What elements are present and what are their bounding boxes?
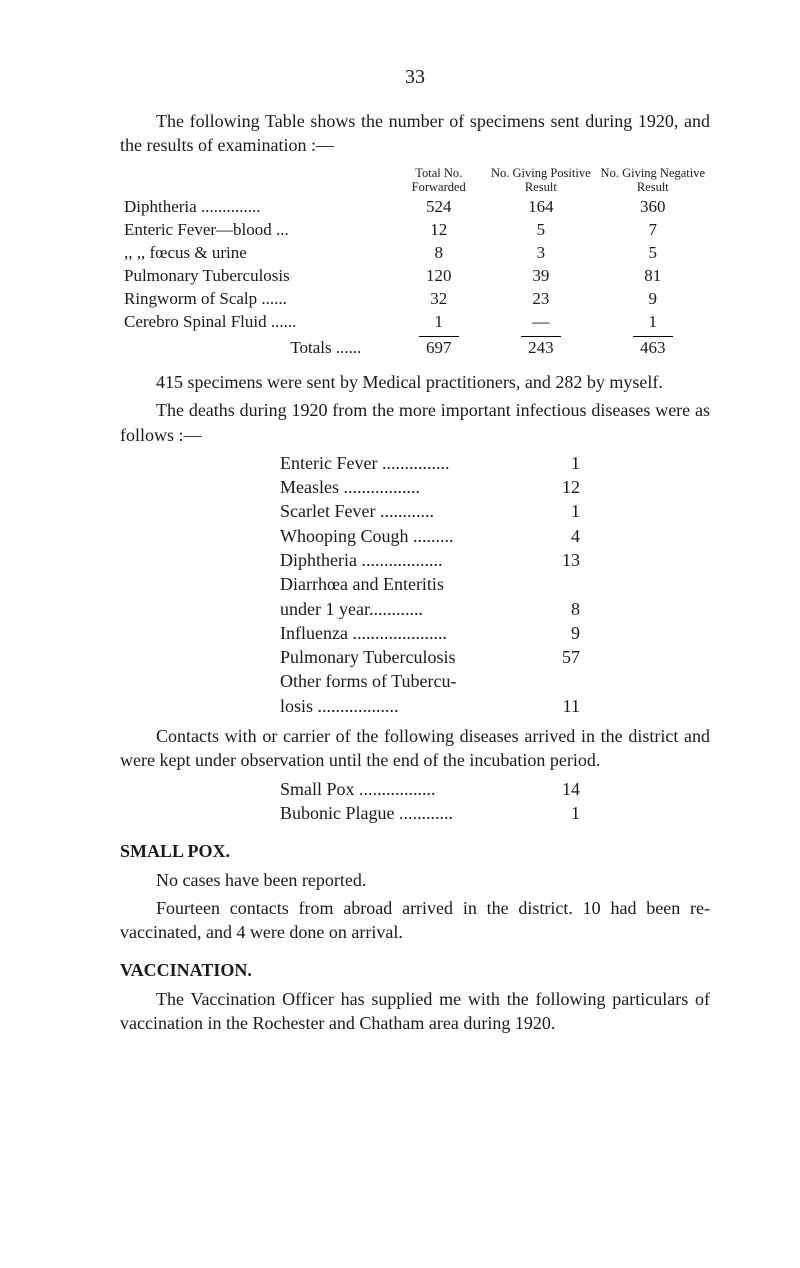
list-item: Diphtheria ..................13 bbox=[280, 548, 710, 572]
list-item: Pulmonary Tuberculosis57 bbox=[280, 645, 710, 669]
list-item: Other forms of Tubercu- bbox=[280, 669, 710, 693]
paragraph-415: 415 specimens were sent by Medical pract… bbox=[120, 370, 710, 394]
table-row: Enteric Fever—blood ... 12 5 7 bbox=[120, 219, 710, 242]
list-item: Enteric Fever ...............1 bbox=[280, 451, 710, 475]
paragraph-deaths: The deaths during 1920 from the more imp… bbox=[120, 398, 710, 447]
intro-paragraph: The following Table shows the number of … bbox=[120, 109, 710, 158]
table-row: Cerebro Spinal Fluid ...... 1 — 1 bbox=[120, 311, 710, 334]
table-row: Diphtheria .............. 524 164 360 bbox=[120, 196, 710, 219]
col-header: No. Giving Positive Result bbox=[486, 166, 596, 197]
table-header-row: Total No. Forwarded No. Giving Positive … bbox=[120, 166, 710, 197]
list-item: Small Pox .................14 bbox=[280, 777, 710, 801]
list-item: Diarrhœa and Enteritis bbox=[280, 572, 710, 596]
page-number: 33 bbox=[120, 64, 710, 91]
smallpox-heading: SMALL POX. bbox=[120, 839, 710, 863]
smallpox-p2: Fourteen contacts from abroad arrived in… bbox=[120, 896, 710, 945]
contact-list: Small Pox .................14 Bubonic Pl… bbox=[280, 777, 710, 826]
paragraph-contacts: Contacts with or carrier of the followin… bbox=[120, 724, 710, 773]
document-page: 33 The following Table shows the number … bbox=[0, 0, 800, 1268]
list-item: Influenza .....................9 bbox=[280, 621, 710, 645]
smallpox-p1: No cases have been reported. bbox=[120, 868, 710, 892]
vaccination-p: The Vaccination Officer has supplied me … bbox=[120, 987, 710, 1036]
totals-row: Totals ...... 697 243 463 bbox=[120, 337, 710, 360]
list-item: Whooping Cough .........4 bbox=[280, 524, 710, 548]
table-row: Pulmonary Tuberculosis 120 39 81 bbox=[120, 265, 710, 288]
list-item: losis ..................11 bbox=[280, 694, 710, 718]
disease-list: Enteric Fever ...............1 Measles .… bbox=[280, 451, 710, 718]
list-item: Bubonic Plague ............1 bbox=[280, 801, 710, 825]
table-row: ,, ,, fœcus & urine 8 3 5 bbox=[120, 242, 710, 265]
col-header: Total No. Forwarded bbox=[391, 166, 486, 197]
list-item: Measles .................12 bbox=[280, 475, 710, 499]
list-item: Scarlet Fever ............1 bbox=[280, 499, 710, 523]
table-row: Ringworm of Scalp ...... 32 23 9 bbox=[120, 288, 710, 311]
col-header: No. Giving Negative Result bbox=[596, 166, 710, 197]
vaccination-heading: VACCINATION. bbox=[120, 958, 710, 982]
specimens-table: Total No. Forwarded No. Giving Positive … bbox=[120, 166, 710, 360]
list-item: under 1 year............8 bbox=[280, 597, 710, 621]
